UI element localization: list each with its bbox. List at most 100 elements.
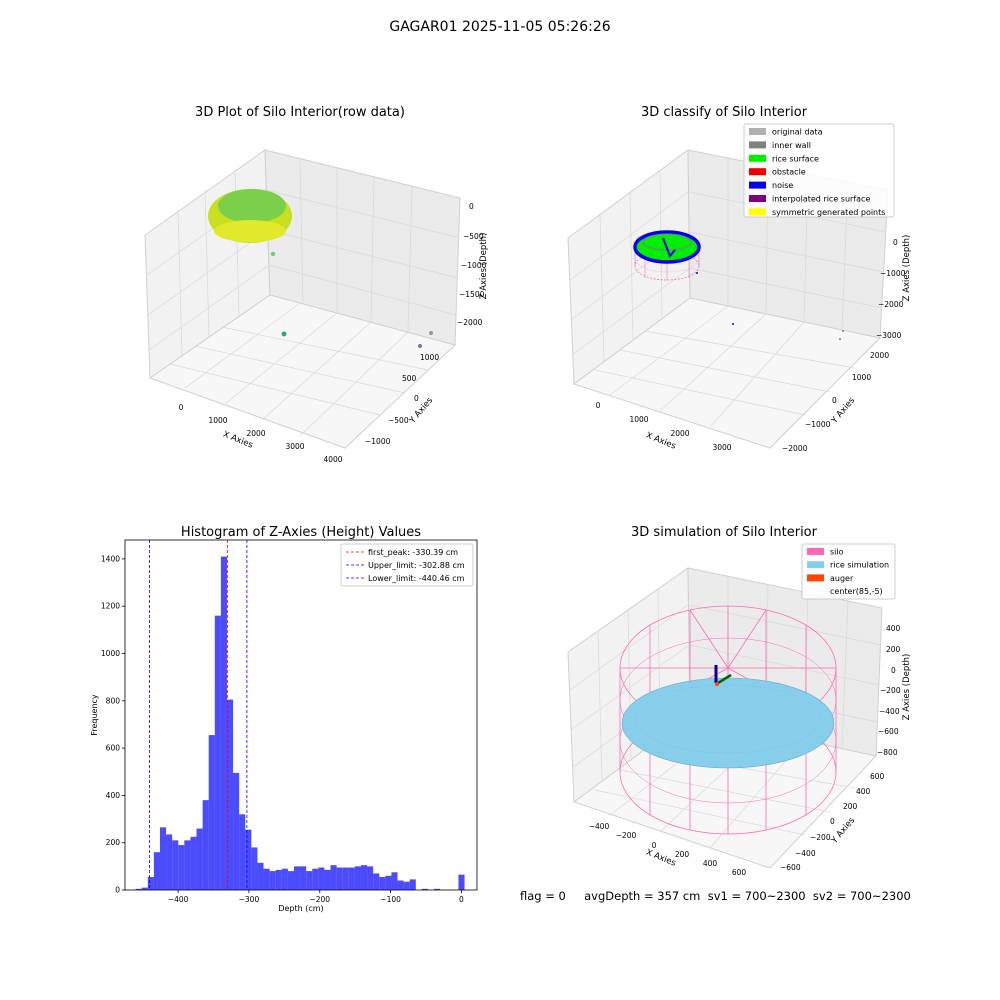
histogram-bar — [385, 875, 392, 890]
simulation-panel-title: 3D simulation of Silo Interior — [631, 525, 818, 540]
status-line: flag = 0 avgDepth = 357 cm sv1 = 700~230… — [520, 889, 911, 903]
legend-label: Lower_limit: -440.46 cm — [368, 574, 465, 583]
raw-floor-pane — [148, 294, 456, 449]
histogram-bar — [421, 888, 428, 890]
histogram-bar — [330, 865, 337, 890]
classify-z-tick: −2000 — [878, 300, 904, 309]
classify-noise-cluster — [662, 237, 676, 258]
sim-x-tick: 200 — [675, 850, 690, 859]
histogram-bar — [184, 840, 191, 890]
histogram-bar — [214, 615, 221, 890]
y-tick-label: 0 — [115, 886, 120, 895]
histogram-bar — [434, 888, 441, 890]
raw-panel-title: 3D Plot of Silo Interior(row data) — [195, 105, 405, 120]
histogram-bar — [172, 840, 179, 890]
histogram-bar — [141, 887, 148, 890]
raw-y-axis-label: Y Axies — [407, 395, 435, 426]
histogram-bar — [293, 866, 301, 890]
histogram-bar — [251, 847, 258, 890]
classify-z-axis-label: Z Axies (Depth) — [902, 235, 912, 302]
histogram-bar — [190, 836, 197, 890]
histogram-bar — [196, 828, 203, 890]
histogram-bar — [403, 881, 410, 890]
histogram-bar — [458, 874, 465, 890]
raw-x-tick: 4000 — [323, 455, 342, 464]
raw-rice-rim — [214, 220, 286, 242]
classify-point — [839, 338, 841, 340]
sim-x-tick: −200 — [616, 831, 637, 840]
sim-rice-surface — [621, 677, 835, 769]
classify-floor-pane — [572, 297, 882, 449]
histogram-bar — [220, 556, 227, 890]
raw-point — [429, 331, 433, 335]
raw-z-tick: −2000 — [457, 318, 483, 327]
raw-grid — [146, 158, 461, 437]
legend-swatch — [807, 587, 824, 595]
histogram-bar — [373, 873, 380, 890]
y-tick-label: 600 — [106, 744, 121, 753]
classify-x-tick: 3000 — [712, 443, 731, 452]
histogram-title: Histogram of Z-Axies (Height) Values — [181, 525, 421, 540]
sim-y-tick: −400 — [795, 849, 816, 858]
sim-rice-mesh — [635, 684, 821, 754]
raw-y-tick: −1000 — [365, 437, 391, 446]
histogram-frame — [124, 539, 478, 891]
raw-point — [270, 251, 276, 257]
classify-z-tick: 0 — [893, 238, 898, 247]
sim-z-tick: 400 — [886, 624, 901, 633]
raw-x-tick: 3000 — [285, 442, 304, 451]
legend-swatch — [749, 168, 766, 176]
sim-y-tick: 400 — [856, 787, 871, 796]
simulation-panel: 3D simulation of Silo Interior — [567, 525, 912, 877]
histogram-bar — [391, 872, 398, 890]
legend-label: rice surface — [772, 154, 819, 163]
histogram-x-axis-label: Depth (cm) — [278, 904, 323, 913]
raw-y-tick: −500 — [388, 416, 409, 425]
legend-swatch — [807, 574, 824, 582]
histogram-bar — [397, 880, 404, 890]
y-tick-label: 1400 — [101, 554, 120, 563]
histogram-bar — [348, 867, 355, 890]
sim-y-tick: 200 — [843, 802, 858, 811]
sim-x-tick: 400 — [703, 859, 718, 868]
classify-panel: 3D classify of Silo Interior — [567, 105, 912, 453]
y-tick-label: 400 — [106, 791, 121, 800]
y-tick-label: 200 — [106, 838, 121, 847]
y-tick-label: 1200 — [101, 602, 120, 611]
histogram-bar — [233, 772, 240, 890]
legend-label: Upper_limit: -302.88 cm — [368, 561, 465, 570]
legend-swatch — [807, 561, 824, 569]
histogram-reference-lines — [149, 540, 248, 890]
sim-y-tick: 0 — [830, 817, 835, 826]
histogram-bar — [153, 852, 160, 890]
sim-x-tick: 600 — [732, 868, 747, 877]
histogram-bar — [342, 867, 349, 890]
histogram-panel: Histogram of Z-Axies (Height) Values −40… — [90, 525, 478, 913]
x-tick-label: 0 — [459, 895, 464, 904]
legend-label: first_peak: -330.39 cm — [368, 548, 458, 557]
sim-z-tick: −800 — [877, 748, 898, 757]
raw-y-tick: 1000 — [420, 353, 439, 362]
classify-legend: original data inner wall rice surface obsta… — [743, 123, 895, 218]
legend-label: center(85,-5) — [830, 587, 883, 596]
histogram-bar — [367, 866, 374, 890]
raw-z-tick: −1000 — [461, 261, 487, 270]
histogram-plot-area — [125, 540, 477, 890]
sim-x-axis-label: X Axies — [644, 848, 677, 869]
x-tick-label: −200 — [309, 895, 330, 904]
classify-panel-title: 3D classify of Silo Interior — [641, 105, 808, 120]
sim-z-axis-label: Z Axies (Depth) — [902, 654, 912, 721]
histogram-y-ticks: 0 200 400 600 800 1000 1200 1400 — [101, 554, 125, 895]
legend-swatch — [749, 141, 766, 149]
histogram-bar — [147, 876, 154, 890]
histogram-bar — [202, 800, 209, 890]
raw-point — [418, 344, 422, 348]
sim-y-tick: −600 — [780, 863, 801, 872]
raw-y-tick: 500 — [402, 374, 417, 383]
histogram-bars — [135, 556, 465, 890]
sim-y-tick: 600 — [870, 772, 885, 781]
figure-title: GAGAR01 2025-11-05 05:26:26 — [389, 19, 610, 35]
histogram-bar — [275, 869, 282, 890]
legend-swatch — [749, 154, 766, 162]
histogram-x-ticks: −400 −300 −200 −100 0 — [168, 890, 464, 904]
